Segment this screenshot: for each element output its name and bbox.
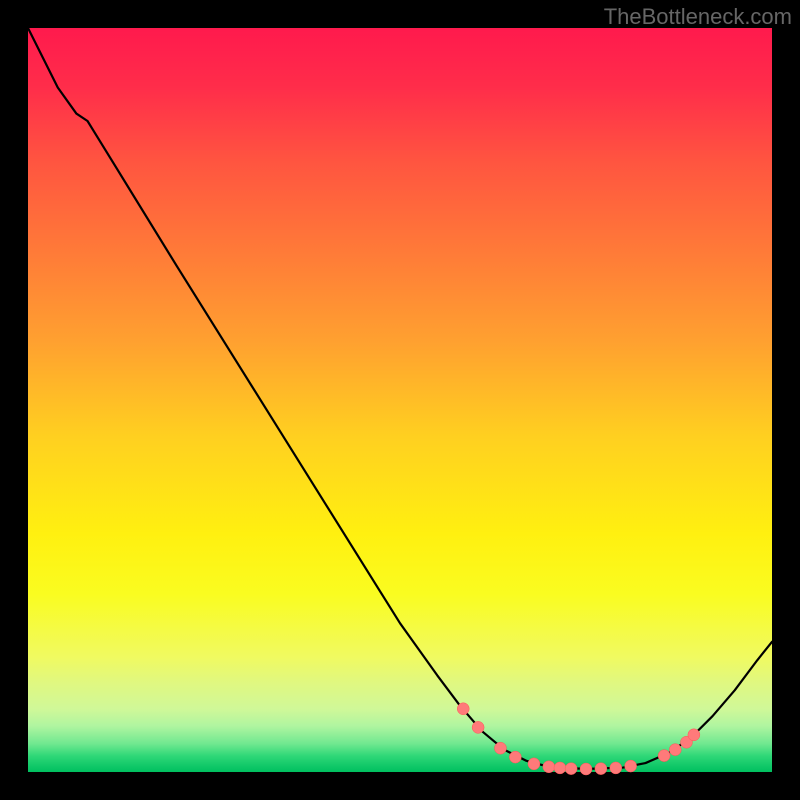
marker-point [543, 761, 555, 773]
marker-point [688, 729, 700, 741]
chart-background [28, 28, 772, 772]
marker-point [580, 763, 592, 775]
marker-point [565, 763, 577, 775]
marker-point [528, 758, 540, 770]
marker-point [610, 762, 622, 774]
bottleneck-chart-svg [28, 28, 772, 772]
marker-point [494, 742, 506, 754]
marker-point [669, 744, 681, 756]
marker-point [457, 703, 469, 715]
marker-point [658, 750, 670, 762]
marker-point [472, 721, 484, 733]
chart-plot-area [28, 28, 772, 772]
marker-point [509, 751, 521, 763]
marker-point [554, 762, 566, 774]
watermark-label: TheBottleneck.com [604, 4, 792, 30]
marker-point [625, 760, 637, 772]
marker-point [595, 763, 607, 775]
